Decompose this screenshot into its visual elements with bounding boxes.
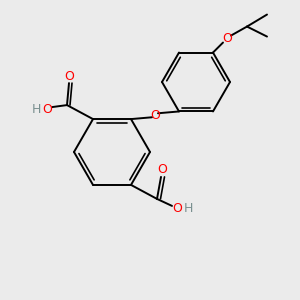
Text: H: H [183,202,193,215]
Text: H: H [31,103,41,116]
Text: O: O [64,70,74,83]
Text: O: O [222,32,232,45]
Text: O: O [172,202,182,215]
Text: O: O [150,109,160,122]
Text: O: O [42,103,52,116]
Text: O: O [157,164,167,176]
